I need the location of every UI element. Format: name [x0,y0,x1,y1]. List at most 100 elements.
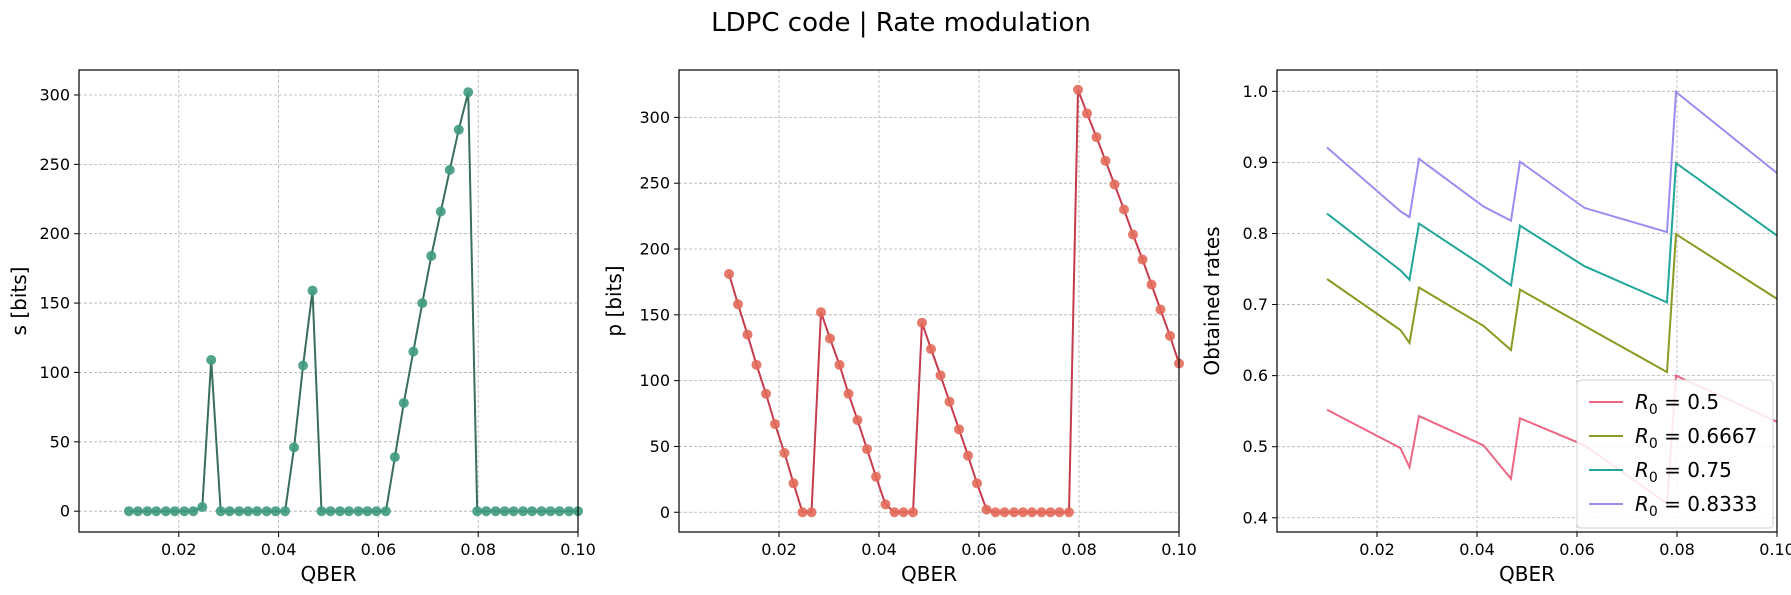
y-tick-label: 250 [39,155,70,174]
x-tick-label: 0.06 [361,540,397,559]
data-point [816,307,826,318]
data-point [234,506,245,517]
y-tick-label: 1.0 [1243,82,1268,101]
legend-box [1576,379,1774,529]
data-point [307,285,318,296]
data-point [426,250,437,261]
data-point [197,502,208,513]
data-point [1082,108,1092,119]
y-tick-label: 50 [50,432,70,451]
data-point [852,415,863,426]
ticks: 0.02 0.04 0.06 0.08 0.10 0 50 100 150 200 250 300 [39,85,595,559]
data-point [508,506,519,517]
data-point [169,506,180,517]
data-point [132,506,143,517]
data-point [963,450,973,461]
x-tick-label: 0.08 [1061,540,1097,559]
y-axis-label: p [bits] [602,265,626,336]
plot-area [123,87,583,517]
data-point [343,506,354,517]
data-point [554,506,565,517]
series-line-06667 [1326,232,1778,374]
y-tick-label: 0.8 [1243,224,1268,243]
x-tick-label: 0.10 [1161,540,1197,559]
data-point [179,506,190,517]
data-point [1137,254,1148,265]
y-tick-label: 0.6 [1243,366,1268,385]
data-point [298,360,309,371]
data-point [123,506,134,517]
y-tick-label: 0 [660,503,670,522]
plot-area [724,84,1184,518]
x-tick-label: 0.02 [161,540,197,559]
data-point [371,506,382,517]
data-point [944,396,955,407]
data-point [151,506,162,517]
y-tick-label: 200 [39,224,70,243]
series-line-075 [1326,161,1778,304]
x-tick-label: 0.06 [1559,540,1595,559]
axes-frame [1276,69,1778,533]
legend-label: R0 = 0.6667 [1635,424,1757,452]
series-line [728,89,1180,514]
data-point [1100,155,1111,166]
data-point [1073,84,1083,95]
data-point [898,507,909,518]
plot-panel-obtained-rates: 0.02 0.04 0.06 0.08 0.10 0.4 0.5 0.6 0.7 0.8 0.9 1.… [1200,69,1791,586]
data-point [871,471,881,482]
data-point [444,164,455,175]
data-point [972,478,982,489]
data-point [843,388,854,399]
axes-frame [678,69,1180,533]
data-point [742,329,753,340]
y-tick-label: 250 [639,174,670,193]
y-tick-label: 100 [639,371,670,390]
data-point [825,333,835,344]
data-point [862,444,872,455]
plot-panel-s-bits: 0.02 0.04 0.06 0.08 0.10 0 50 100 150 200 250 300 QB… [7,69,596,586]
x-tick-label: 0.04 [861,540,897,559]
data-point [453,124,464,135]
data-point [733,299,743,310]
data-point [1165,330,1175,341]
data-point [527,506,538,517]
x-axis-label: QBER [301,562,357,586]
x-tick-label: 0.02 [1359,540,1395,559]
data-point [408,346,419,357]
data-point [1109,179,1120,190]
figure-title: LDPC code | Rate modulation [711,8,1091,38]
data-point [224,506,235,517]
data-point [481,506,492,517]
data-point [463,87,474,98]
data-point [289,442,300,453]
y-tick-label: 0.7 [1243,295,1268,314]
x-tick-label: 0.10 [560,540,596,559]
legend: R0 = 0.5 R0 = 0.6667 R0 = 0.75 R0 = 0.8333 [1576,379,1774,529]
data-point [545,506,556,517]
y-tick-label: 200 [639,240,670,259]
data-point [1128,229,1138,240]
data-point [398,397,409,408]
x-tick-label: 0.08 [1659,540,1695,559]
data-point [417,298,428,309]
data-point [908,507,918,518]
y-tick-label: 150 [39,294,70,313]
data-point [981,504,992,515]
data-point [389,452,400,463]
data-point [518,506,529,517]
data-point [142,506,153,517]
data-point [889,507,900,518]
data-point [215,506,226,517]
data-point [564,506,575,517]
data-point [490,506,501,517]
data-point [325,506,336,517]
x-axis-label: QBER [901,562,957,586]
data-point [1119,204,1129,215]
data-point [834,359,845,370]
data-point [362,506,373,517]
legend-label: R0 = 0.5 [1635,390,1719,418]
data-point [206,354,217,365]
data-point [261,506,272,517]
data-point [935,370,946,381]
x-axis-label: QBER [1499,562,1555,586]
